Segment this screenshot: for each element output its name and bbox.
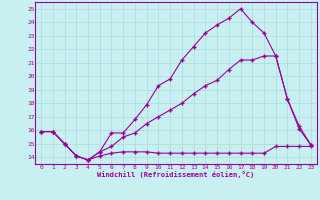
X-axis label: Windchill (Refroidissement éolien,°C): Windchill (Refroidissement éolien,°C) [97, 171, 255, 178]
